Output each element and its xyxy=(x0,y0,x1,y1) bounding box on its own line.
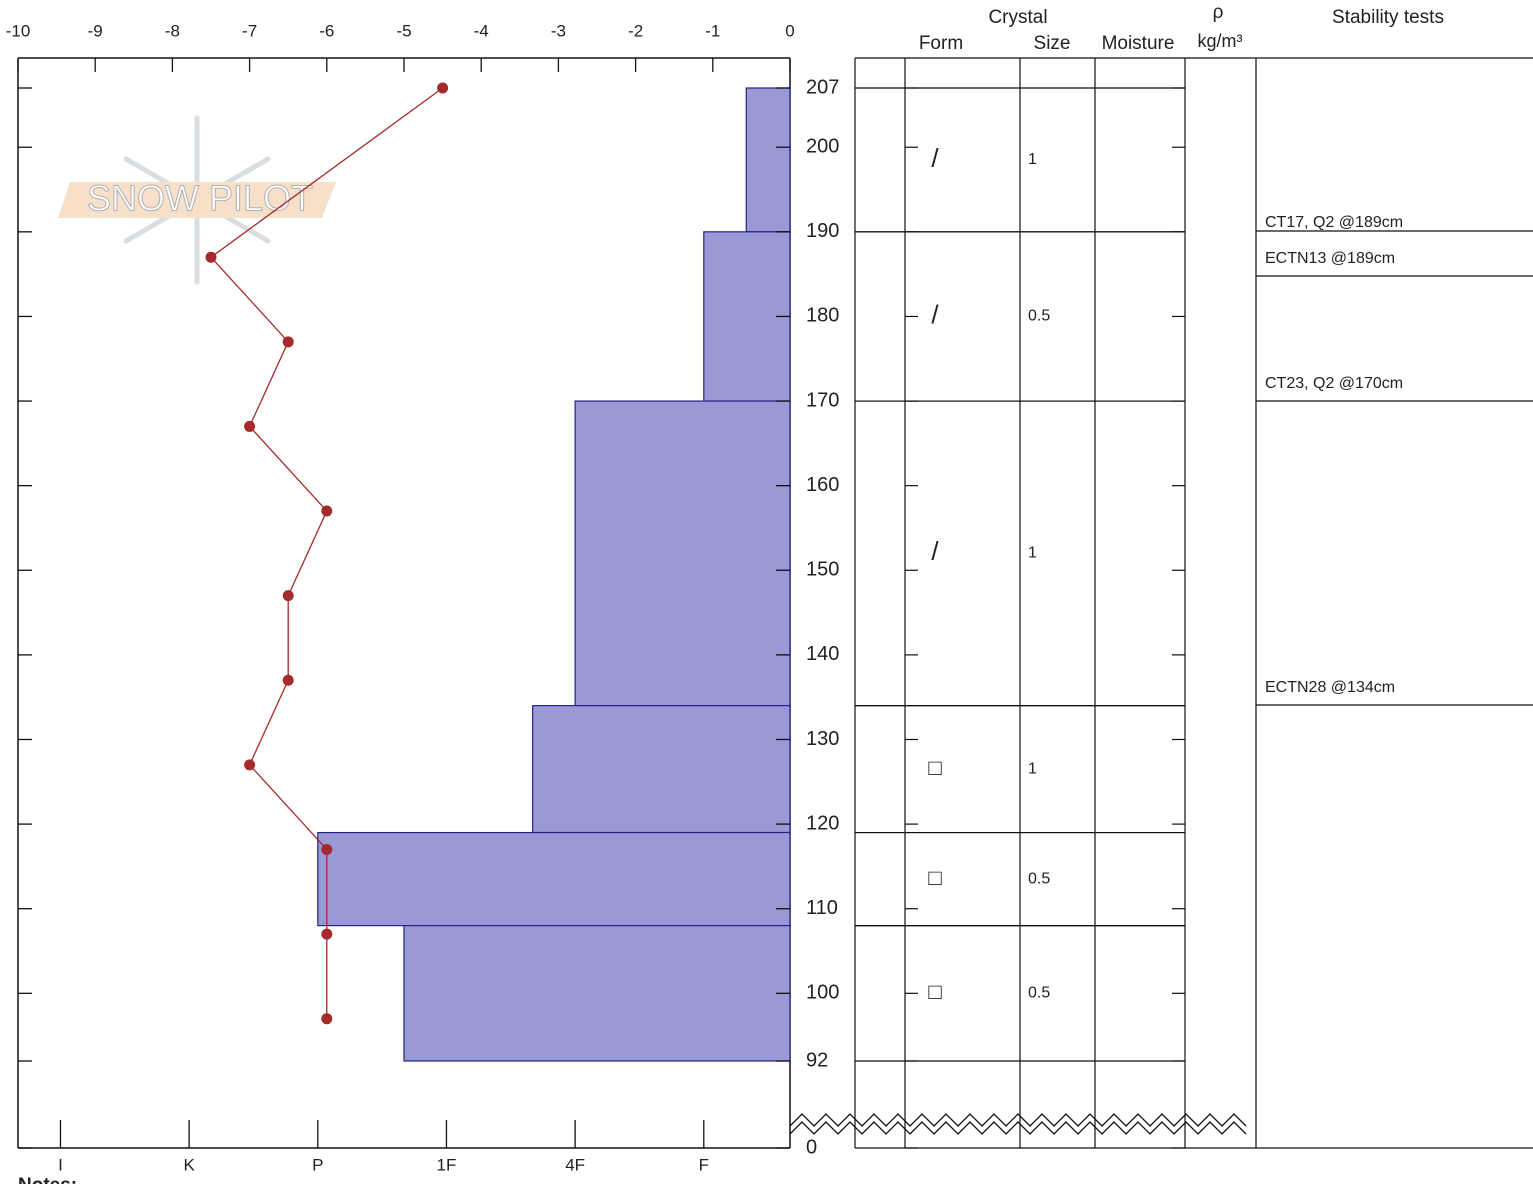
grain-form: / xyxy=(931,536,939,566)
grain-size: 1 xyxy=(1028,760,1037,777)
x-tick-label: -1 xyxy=(705,21,720,40)
y-tick-label: 92 xyxy=(806,1049,828,1071)
watermark: SNOW PILOT xyxy=(87,178,313,219)
axis-break xyxy=(789,1113,1247,1127)
temperature-point xyxy=(321,1013,333,1025)
hardness-tick-label: K xyxy=(183,1155,195,1174)
temperature-point xyxy=(244,420,256,432)
column-header: Stability tests xyxy=(1332,7,1444,28)
column-header: Size xyxy=(1034,33,1071,54)
watermark-logo xyxy=(58,115,336,285)
x-tick-label: -8 xyxy=(165,21,180,40)
temperature-point xyxy=(321,505,333,517)
column-header: Crystal xyxy=(988,7,1047,28)
stability-test: CT23, Q2 @170cm xyxy=(1265,375,1403,392)
y-tick-label: 120 xyxy=(806,812,839,834)
hardness-bar xyxy=(403,925,791,1062)
y-tick-label: 110 xyxy=(806,897,838,919)
grain-form: □ xyxy=(928,755,941,780)
y-tick-label: 190 xyxy=(806,220,839,242)
table-frame xyxy=(854,57,1533,1149)
hardness-bar xyxy=(745,87,791,233)
temperature-point xyxy=(321,843,333,855)
hardness-bar xyxy=(317,831,791,927)
column-header: Form xyxy=(919,33,963,54)
column-header: Moisture xyxy=(1102,33,1175,54)
hardness-tick-label: I xyxy=(58,1155,63,1174)
y-tick-label: 150 xyxy=(806,559,839,581)
y-tick-label: 170 xyxy=(806,389,839,411)
temperature-point xyxy=(321,928,333,940)
temperature-point xyxy=(282,674,294,686)
x-tick-label: -3 xyxy=(551,21,566,40)
y-tick-label: 140 xyxy=(806,643,839,665)
grain-size: 0.5 xyxy=(1028,985,1050,1002)
y-tick-label: 160 xyxy=(806,474,839,496)
temperature-point xyxy=(437,82,449,94)
stability-test: ECTN28 @134cm xyxy=(1265,679,1395,696)
temperature-point xyxy=(282,590,294,602)
hardness-bar xyxy=(574,400,791,707)
x-tick-label: -10 xyxy=(6,21,31,40)
x-tick-label: -6 xyxy=(319,21,334,40)
grain-form: / xyxy=(931,143,939,173)
x-tick-label: -7 xyxy=(242,21,257,40)
x-tick-label: -5 xyxy=(396,21,411,40)
grain-form: / xyxy=(931,299,939,329)
notes-label: Notes: xyxy=(18,1175,77,1184)
x-tick-label: 0 xyxy=(785,21,794,40)
grain-size: 0.5 xyxy=(1028,308,1050,325)
axis-break xyxy=(789,1121,1247,1135)
y-tick-label: 180 xyxy=(806,305,839,327)
column-header: ρ xyxy=(1213,2,1224,23)
stability-test: CT17, Q2 @189cm xyxy=(1265,214,1403,231)
y-tick-label: 207 xyxy=(806,76,839,98)
temperature-point xyxy=(244,759,256,771)
column-header: kg/m³ xyxy=(1198,31,1243,51)
hardness-tick-label: F xyxy=(699,1155,709,1174)
hardness-tick-label: 4F xyxy=(565,1155,585,1174)
x-tick-label: -2 xyxy=(628,21,643,40)
grain-form: □ xyxy=(928,979,941,1004)
x-tick-label: -4 xyxy=(474,21,489,40)
grain-form: □ xyxy=(928,865,941,890)
y-tick-label: 200 xyxy=(806,136,839,158)
grain-size: 1 xyxy=(1028,545,1037,562)
hardness-bar xyxy=(532,705,791,834)
y-tick-label: 100 xyxy=(806,982,839,1004)
hardness-tick-label: P xyxy=(312,1155,323,1174)
grain-size: 0.5 xyxy=(1028,870,1050,887)
y-tick-label: 0 xyxy=(806,1136,817,1158)
temperature-point xyxy=(282,336,294,348)
hardness-tick-label: 1F xyxy=(437,1155,457,1174)
stability-test: ECTN13 @189cm xyxy=(1265,250,1395,267)
temperature-point xyxy=(205,251,217,263)
y-tick-label: 130 xyxy=(806,728,839,750)
grain-size: 1 xyxy=(1028,151,1037,168)
x-tick-label: -9 xyxy=(88,21,103,40)
